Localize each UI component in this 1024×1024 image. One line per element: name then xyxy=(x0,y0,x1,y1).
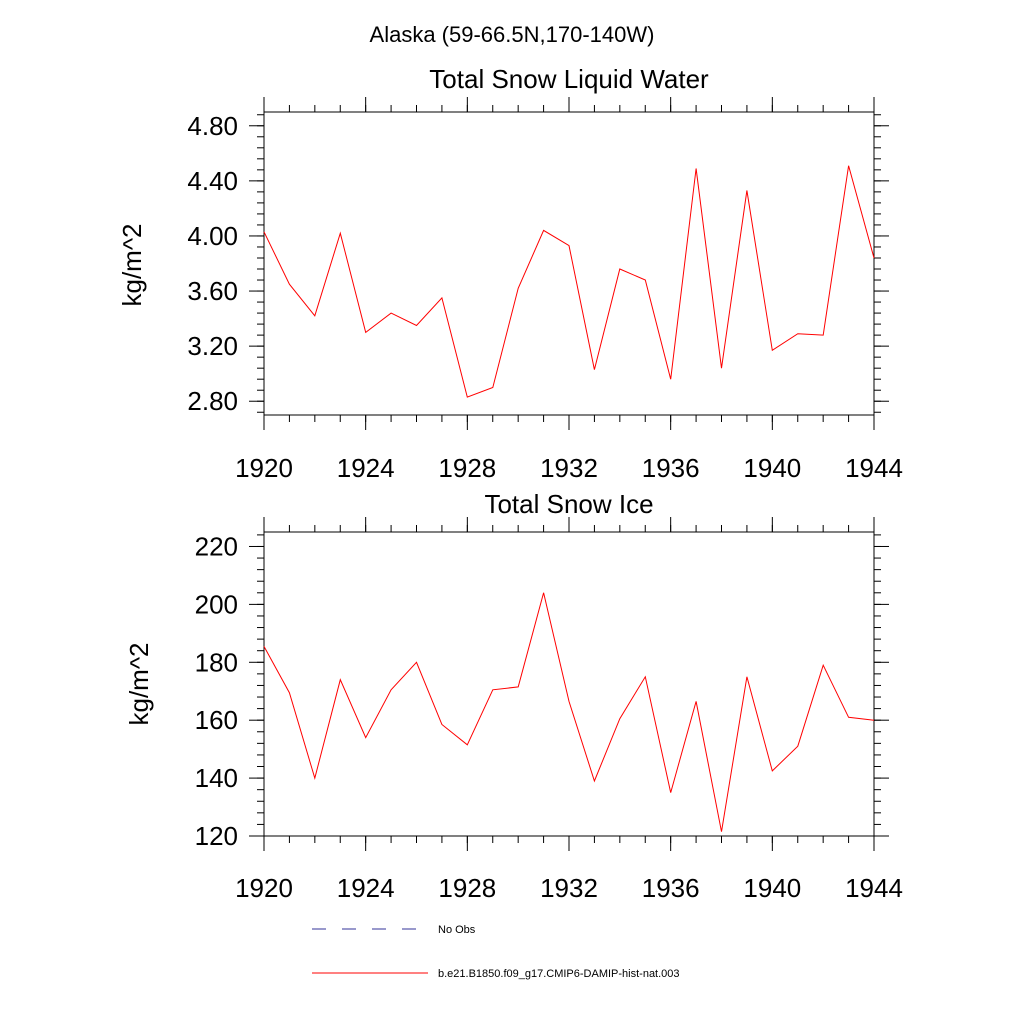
y-tick-label: 220 xyxy=(195,531,238,561)
x-tick-label: 1936 xyxy=(642,453,700,483)
x-tick-label: 1920 xyxy=(235,453,293,483)
legend-label-model: b.e21.B1850.f09_g17.CMIP6-DAMIP-hist-nat… xyxy=(438,968,680,980)
x-tick-label: 1932 xyxy=(540,453,598,483)
series-line xyxy=(263,592,875,832)
legend-label-no-obs: No Obs xyxy=(438,924,476,936)
y-axis-label: kg/m^2 xyxy=(117,223,147,306)
x-tick-label: 1924 xyxy=(337,873,395,903)
figure-title: Alaska (59-66.5N,170-140W) xyxy=(370,22,655,47)
x-tick-label: 1940 xyxy=(743,453,801,483)
chart-title: Total Snow Liquid Water xyxy=(429,64,709,94)
y-tick-label: 120 xyxy=(195,821,238,851)
x-tick-label: 1936 xyxy=(642,873,700,903)
y-tick-label: 160 xyxy=(195,705,238,735)
y-tick-label: 4.80 xyxy=(187,111,238,141)
x-tick-label: 1928 xyxy=(438,453,496,483)
legend: No Obs b.e21.B1850.f09_g17.CMIP6-DAMIP-h… xyxy=(312,924,680,980)
y-tick-label: 3.60 xyxy=(187,276,238,306)
x-tick-label: 1932 xyxy=(540,873,598,903)
chart-panel-snow-ice: Total Snow Ice kg/m^2 1920 1924 1928 1932 1936… xyxy=(124,489,903,903)
y-tick-label: 140 xyxy=(195,763,238,793)
x-tick-label: 1920 xyxy=(235,873,293,903)
plot-frame xyxy=(263,111,875,416)
y-tick-label: 3.20 xyxy=(187,331,238,361)
series-line xyxy=(263,165,875,398)
plot-frame xyxy=(263,531,875,837)
y-tick-label: 180 xyxy=(195,647,238,677)
chart-panel-liquid-water: Total Snow Liquid Water kg/m^2 1920 1924 192… xyxy=(117,64,903,483)
x-tick-label: 1924 xyxy=(337,453,395,483)
y-tick-label: 4.40 xyxy=(187,166,238,196)
chart-title: Total Snow Ice xyxy=(484,489,653,519)
x-tick-label: 1944 xyxy=(845,873,903,903)
x-tick-label: 1940 xyxy=(743,873,801,903)
y-tick-label: 4.00 xyxy=(187,221,238,251)
y-tick-label: 2.80 xyxy=(187,386,238,416)
x-tick-label: 1928 xyxy=(438,873,496,903)
y-axis-label: kg/m^2 xyxy=(124,642,154,725)
y-tick-label: 200 xyxy=(195,589,238,619)
x-tick-label: 1944 xyxy=(845,453,903,483)
